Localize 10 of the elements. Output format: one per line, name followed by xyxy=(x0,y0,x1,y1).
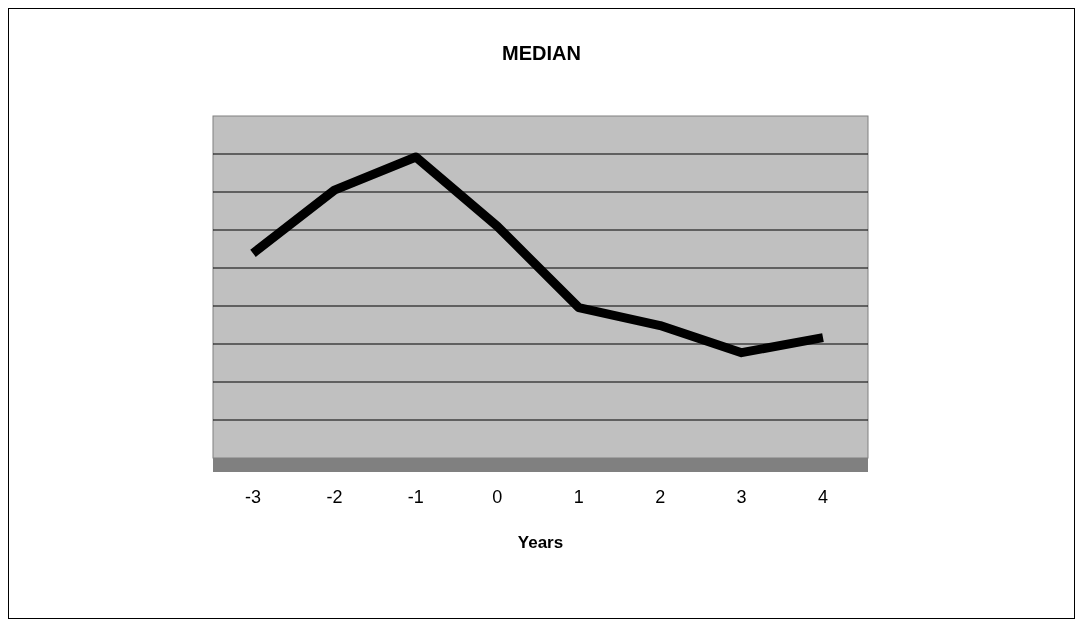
chart-title: MEDIAN xyxy=(502,42,581,64)
x-tick-label: 3 xyxy=(736,487,747,507)
x-tick-label: 4 xyxy=(817,487,829,507)
x-tick-label: 2 xyxy=(655,487,666,507)
x-tick-label: -2 xyxy=(326,487,343,507)
x-tick-label: 0 xyxy=(492,487,503,507)
x-tick-label: 1 xyxy=(573,487,584,507)
x-tick-label: -1 xyxy=(407,487,424,507)
x-tick-label: -3 xyxy=(244,487,262,507)
x-axis-title: Years xyxy=(517,533,564,552)
